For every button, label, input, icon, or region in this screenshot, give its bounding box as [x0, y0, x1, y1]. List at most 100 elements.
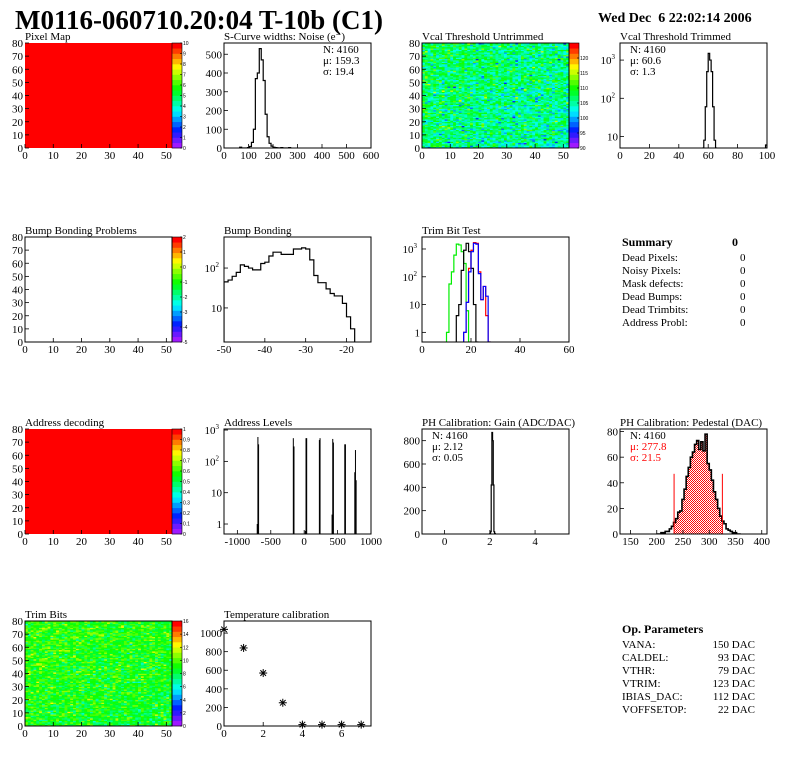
heatmap-cell — [427, 64, 431, 66]
heatmap-cell — [422, 123, 426, 125]
x-tick-label: 100 — [759, 150, 776, 162]
heatmap-cell — [526, 45, 530, 48]
heatmap-cell — [447, 45, 451, 48]
heatmap-cell — [535, 96, 539, 99]
heatmap-cell — [526, 117, 530, 120]
heatmap-cell — [458, 121, 462, 124]
heatmap-cell — [495, 73, 499, 75]
heatmap-cell — [503, 96, 508, 99]
heatmap-cell — [566, 134, 569, 137]
heatmap-cell — [455, 85, 460, 87]
heatmap-cell — [523, 117, 527, 120]
heatmap-cell — [30, 714, 34, 716]
heatmap-cell — [512, 121, 516, 124]
heatmap-cell — [478, 102, 482, 104]
heatmap-cell — [509, 48, 513, 50]
palette-tick-label: 6 — [183, 83, 186, 89]
palette-band — [569, 90, 579, 96]
heatmap-cell — [566, 144, 569, 146]
heatmap-cell — [543, 117, 547, 120]
heatmap-cell — [433, 104, 437, 107]
heatmap-cell — [557, 50, 561, 53]
heatmap-cell — [424, 111, 428, 113]
heatmap-cell — [540, 137, 544, 140]
heatmap-cell — [566, 44, 569, 46]
heatmap-cell — [506, 86, 510, 88]
heatmap-cell — [560, 75, 564, 78]
x-tick-label: 300 — [289, 150, 306, 162]
heatmap-cell — [512, 49, 516, 52]
heatmap-cell — [489, 141, 493, 144]
heatmap-cell — [450, 77, 454, 79]
heatmap-cell — [472, 140, 477, 142]
heatmap-cell — [458, 129, 462, 132]
heatmap-cell — [467, 100, 471, 103]
heatmap-cell — [489, 125, 493, 128]
heatmap-cell — [470, 96, 474, 99]
heatmap-cell — [501, 146, 505, 148]
heatmap-cell — [495, 100, 499, 103]
heatmap-cell — [489, 120, 493, 123]
heatmap-cell — [566, 117, 569, 120]
heatmap-cell — [464, 119, 468, 121]
heatmap-cell — [478, 98, 482, 100]
heatmap-cell — [509, 127, 513, 129]
heatmap-cell — [453, 77, 457, 79]
heatmap-cell — [424, 67, 428, 70]
heatmap-cell — [478, 81, 482, 83]
heatmap-cell — [33, 669, 37, 672]
palette-tick-label: 120 — [580, 56, 589, 62]
heatmap-cell — [512, 79, 516, 82]
heatmap-cell — [563, 91, 567, 94]
heatmap-cell — [424, 73, 428, 75]
heatmap-cell — [520, 94, 525, 96]
y-tick-label: 0 — [415, 143, 421, 155]
heatmap-cell — [515, 108, 519, 111]
heatmap-cell — [487, 90, 491, 92]
heatmap-cell — [535, 85, 539, 87]
palette-band — [569, 137, 579, 144]
heatmap-cell — [526, 69, 530, 71]
heatmap-cell — [430, 82, 434, 84]
heatmap-cell — [537, 125, 542, 128]
heatmap-cell — [464, 130, 468, 133]
heatmap-cell — [453, 104, 457, 107]
heatmap-cell — [552, 136, 556, 138]
palette-band — [172, 315, 182, 322]
heatmap-cell — [512, 125, 516, 128]
heatmap-cell — [472, 83, 477, 86]
heatmap-cell — [520, 88, 525, 91]
heatmap-cell — [532, 77, 536, 79]
heatmap-cell — [472, 70, 477, 73]
heatmap-cell — [495, 129, 499, 132]
palette-tick-label: 0 — [183, 532, 186, 538]
heatmap-cell — [450, 99, 454, 102]
heatmap-cell — [467, 141, 471, 144]
heatmap-cell — [489, 103, 493, 105]
heatmap-cell — [549, 49, 553, 52]
heatmap-cell — [520, 79, 525, 82]
heatmap-cell — [554, 121, 558, 124]
heatmap-cell — [492, 60, 496, 62]
heatmap-cell — [455, 86, 460, 88]
heatmap-cell — [557, 113, 561, 116]
heatmap-cell — [484, 144, 488, 146]
heatmap-cell — [526, 107, 530, 109]
palette-band — [172, 481, 182, 488]
heatmap-cell — [470, 128, 474, 130]
heatmap-cell — [535, 50, 539, 53]
heatmap-cell — [506, 64, 510, 66]
heatmap-cell — [30, 624, 34, 627]
heatmap-cell — [475, 87, 479, 90]
heatmap-cell — [537, 132, 542, 134]
heatmap-cell — [557, 61, 561, 63]
heatmap-cell — [557, 144, 561, 146]
heatmap-cell — [532, 88, 536, 91]
heatmap-cell — [467, 77, 471, 79]
heatmap-cell — [422, 137, 426, 140]
heatmap-cell — [540, 113, 544, 116]
heatmap-cell — [481, 54, 485, 57]
heatmap-cell — [487, 49, 491, 52]
heatmap-cell — [467, 61, 471, 63]
